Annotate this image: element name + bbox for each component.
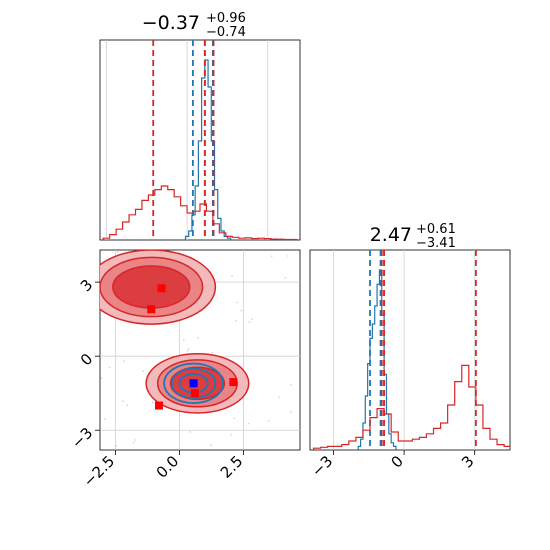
panel-top-left-histograms <box>102 40 298 240</box>
bl-scatter-point <box>189 431 191 433</box>
bl-scatter-point <box>123 360 126 363</box>
panel-bottom-right-histograms <box>312 250 510 450</box>
bl-red-contour <box>112 265 191 309</box>
bl-scatter-point <box>236 301 239 304</box>
bl-scatter-point <box>197 336 199 339</box>
bl-scatter-point <box>290 384 292 386</box>
br-xtick-label: 0 <box>387 452 406 471</box>
bl-scatter-point <box>248 321 251 323</box>
bl-blue-contour <box>163 362 224 404</box>
bl-scatter-point <box>286 255 289 257</box>
br-title-sub: −3.41 <box>416 236 456 251</box>
br-red-histogram <box>312 364 510 450</box>
br-xtick-label: 3 <box>458 452 477 471</box>
bl-red-marker <box>190 389 199 398</box>
bl-scatter-point <box>267 419 270 422</box>
bl-scatter-point <box>270 255 273 258</box>
bl-scatter-point <box>108 366 111 369</box>
bl-scatter-point <box>182 339 185 341</box>
br-blue-histogram <box>357 269 397 450</box>
bl-ytick-label: 0 <box>77 350 96 369</box>
bl-scatter-point <box>250 318 253 321</box>
bl-scatter-point <box>231 275 233 277</box>
panel-bottom-right-grid <box>333 250 476 450</box>
bl-red-marker <box>154 401 163 410</box>
tl-title-sup: +0.96 <box>206 11 246 26</box>
bl-scatter-point <box>142 370 144 373</box>
bl-scatter-point <box>122 400 124 403</box>
tl-blue-histogram <box>184 59 232 240</box>
bl-blue-contour <box>170 367 217 400</box>
tl-title-sub: −0.74 <box>206 25 246 40</box>
bl-scatter-point <box>284 277 287 279</box>
bl-scatter-point <box>103 418 106 421</box>
bl-scatter-point <box>187 347 190 350</box>
bl-scatter-point <box>100 377 103 379</box>
bl-scatter-point <box>240 309 243 312</box>
bl-scatter-point <box>211 351 213 354</box>
tl-title-main: −0.37 <box>142 12 200 34</box>
panel-bottom-right-ticks: −3 0 3 <box>308 450 478 480</box>
bl-ytick-label: 3 <box>77 276 96 295</box>
bl-scatter-point <box>230 433 233 436</box>
bl-red-marker <box>229 378 238 387</box>
tl-red-histogram <box>102 185 298 240</box>
bl-scatter-point <box>132 441 135 444</box>
panel-top-left: −0.37 +0.96 −0.74 <box>99 11 301 241</box>
bl-xtick-label: 2.5 <box>217 452 247 482</box>
bl-blue-marker <box>189 379 198 388</box>
bl-scatter-point <box>134 439 137 441</box>
br-title-sup: +0.61 <box>416 222 456 237</box>
panel-bottom-right: −3 0 3 2.47 +0.61 −3.41 <box>308 222 511 480</box>
bl-scatter-point <box>233 417 236 420</box>
bl-scatter-point <box>235 319 238 322</box>
bl-ytick-label: −3 <box>68 424 96 452</box>
bl-red-marker <box>157 284 166 293</box>
bl-scatter-point <box>290 411 293 414</box>
bl-scatter-point <box>247 422 250 425</box>
bl-scatter-point <box>278 396 281 399</box>
panel-bottom-left: −2.5 0.0 2.5 −3 0 3 <box>68 249 301 491</box>
bl-scatter-point <box>126 404 129 407</box>
bl-red-marker <box>147 305 156 314</box>
br-xtick-label: −3 <box>308 452 336 480</box>
bl-scatter-point <box>151 401 154 404</box>
panel-bottom-right-frame <box>309 249 511 451</box>
bl-scatter-point <box>210 444 212 447</box>
bl-scatter-point <box>116 250 119 253</box>
panel-bottom-left-contours <box>100 250 293 447</box>
bl-xtick-label: −2.5 <box>80 452 118 490</box>
br-title-main: 2.47 <box>370 224 412 246</box>
bl-xtick-label: 0.0 <box>153 452 183 482</box>
bl-scatter-point <box>186 349 189 352</box>
bl-scatter-point <box>115 444 118 447</box>
